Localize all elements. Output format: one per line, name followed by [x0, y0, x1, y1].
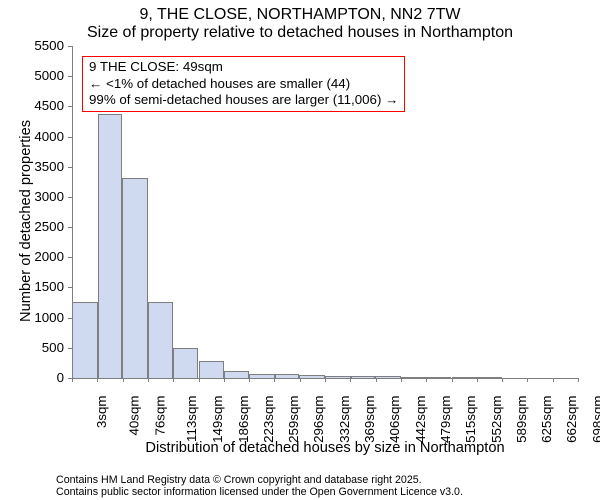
y-tick-mark — [68, 106, 72, 107]
chart-title-line1: 9, THE CLOSE, NORTHAMPTON, NN2 7TW — [0, 6, 600, 24]
histogram-bar — [502, 378, 528, 379]
x-tick-mark — [249, 378, 250, 382]
x-tick-mark — [578, 378, 579, 382]
x-tick-label: 296sqm — [311, 396, 326, 443]
x-tick-label: 662sqm — [564, 396, 579, 443]
x-tick-mark — [502, 378, 503, 382]
y-tick-mark — [68, 257, 72, 258]
histogram-bar — [199, 361, 225, 378]
x-tick-label: 259sqm — [286, 396, 301, 443]
y-tick-mark — [68, 197, 72, 198]
y-tick-label: 5000 — [24, 68, 64, 83]
histogram-bar — [224, 371, 249, 378]
subject-annotation-box: 9 THE CLOSE: 49sqm ← <1% of detached hou… — [82, 56, 405, 112]
y-tick-label: 5500 — [24, 38, 64, 53]
x-tick-label: 442sqm — [413, 396, 428, 443]
histogram-bar — [325, 376, 351, 378]
x-tick-label: 479sqm — [438, 396, 453, 443]
histogram-bar — [275, 374, 300, 378]
x-tick-mark — [97, 378, 98, 382]
x-tick-mark — [426, 378, 427, 382]
x-tick-label: 186sqm — [235, 396, 250, 443]
y-tick-label: 3000 — [24, 189, 64, 204]
chart-canvas: 9, THE CLOSE, NORTHAMPTON, NN2 7TW Size … — [0, 0, 600, 500]
y-tick-label: 1000 — [24, 310, 64, 325]
x-tick-mark — [452, 378, 453, 382]
x-tick-mark — [325, 378, 326, 382]
x-tick-label: 332sqm — [337, 396, 352, 443]
histogram-bar — [375, 376, 401, 378]
x-tick-mark — [274, 378, 275, 382]
x-tick-mark — [376, 378, 377, 382]
x-tick-label: 149sqm — [210, 396, 225, 443]
x-tick-label: 698sqm — [590, 396, 600, 443]
annotation-line1: 9 THE CLOSE: 49sqm — [89, 59, 398, 76]
x-tick-label: 406sqm — [387, 396, 402, 443]
x-tick-label: 589sqm — [514, 396, 529, 443]
x-tick-mark — [199, 378, 200, 382]
y-tick-mark — [68, 287, 72, 288]
histogram-bar — [552, 378, 578, 379]
x-tick-label: 3sqm — [94, 396, 109, 429]
y-tick-label: 500 — [24, 340, 64, 355]
histogram-bar — [299, 375, 325, 378]
histogram-bar — [351, 376, 376, 378]
x-tick-mark — [477, 378, 478, 382]
histogram-bar — [173, 348, 199, 378]
x-tick-label: 552sqm — [488, 396, 503, 443]
x-tick-label: 223sqm — [261, 396, 276, 443]
y-tick-label: 4500 — [24, 98, 64, 113]
histogram-bar — [452, 377, 478, 378]
x-tick-label: 40sqm — [127, 396, 142, 436]
y-tick-mark — [68, 167, 72, 168]
y-tick-label: 3500 — [24, 159, 64, 174]
y-tick-label: 0 — [24, 370, 64, 385]
y-tick-mark — [68, 227, 72, 228]
x-tick-label: 515sqm — [463, 396, 478, 443]
annotation-line2: ← <1% of detached houses are smaller (44… — [89, 76, 398, 93]
x-tick-label: 76sqm — [152, 396, 167, 436]
annotation-line3: 99% of semi-detached houses are larger (… — [89, 92, 398, 109]
x-tick-mark — [148, 378, 149, 382]
histogram-bar — [148, 302, 173, 378]
y-tick-label: 4000 — [24, 129, 64, 144]
histogram-bar — [98, 114, 123, 378]
attribution-line1: Contains HM Land Registry data © Crown c… — [56, 474, 422, 486]
y-tick-mark — [68, 76, 72, 77]
x-tick-mark — [173, 378, 174, 382]
histogram-bar — [426, 377, 452, 378]
histogram-bar — [401, 377, 426, 378]
chart-title-line2: Size of property relative to detached ho… — [0, 24, 600, 42]
histogram-bar — [528, 378, 553, 379]
y-tick-label: 2000 — [24, 249, 64, 264]
histogram-bar — [72, 302, 98, 378]
histogram-bar — [477, 377, 502, 378]
histogram-bar — [249, 374, 275, 378]
x-tick-mark — [72, 378, 73, 382]
y-tick-label: 1500 — [24, 279, 64, 294]
x-tick-label: 369sqm — [362, 396, 377, 443]
x-tick-label: 113sqm — [184, 396, 199, 442]
attribution-line2: Contains public sector information licen… — [56, 486, 463, 498]
x-tick-mark — [350, 378, 351, 382]
x-tick-mark — [123, 378, 124, 382]
x-tick-mark — [401, 378, 402, 382]
histogram-bar — [122, 178, 148, 378]
x-tick-mark — [300, 378, 301, 382]
x-tick-label: 625sqm — [539, 396, 554, 443]
y-tick-mark — [68, 46, 72, 47]
y-tick-label: 2500 — [24, 219, 64, 234]
y-tick-mark — [68, 137, 72, 138]
x-tick-mark — [224, 378, 225, 382]
